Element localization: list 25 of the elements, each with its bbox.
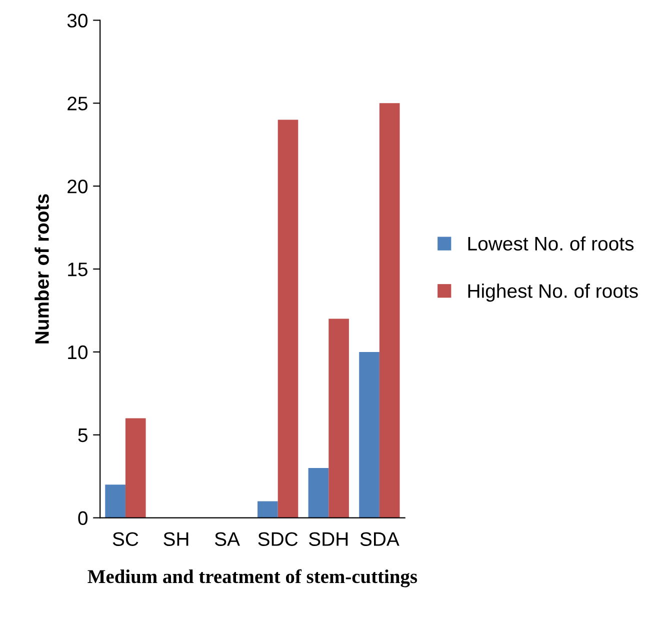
bar [308, 468, 329, 518]
y-tick-label: 5 [78, 428, 88, 442]
x-tick-label: SDH [308, 532, 348, 546]
bar [125, 418, 146, 518]
y-tick-label: 10 [68, 345, 88, 360]
y-axis-title: Number of roots [34, 194, 49, 344]
x-tick-label: SDC [258, 532, 298, 546]
x-axis-title: Medium and treatment of stem-cuttings [88, 569, 418, 588]
legend-label: Lowest No. of roots [468, 236, 634, 251]
bar [359, 352, 380, 518]
x-tick-label: SH [164, 532, 188, 546]
bar [258, 501, 278, 518]
bar [328, 318, 349, 518]
bar [278, 120, 298, 518]
legend-label: Highest No. of roots [468, 284, 638, 302]
y-tick-label: 20 [68, 180, 88, 194]
bar [379, 103, 400, 518]
y-tick-label: 0 [78, 511, 88, 526]
x-tick-label: SDA [360, 532, 400, 546]
x-tick-label: SA [214, 532, 240, 546]
y-tick-label: 30 [67, 14, 88, 28]
y-tick-label: 25 [68, 96, 88, 110]
y-tick-label: 15 [68, 262, 88, 276]
bar [105, 484, 126, 518]
x-tick-label: SC [112, 532, 138, 546]
